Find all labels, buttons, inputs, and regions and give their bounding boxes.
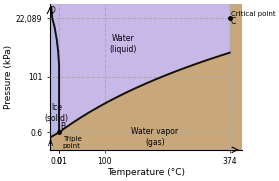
Text: Water vapor
(gas): Water vapor (gas) <box>131 127 179 147</box>
Text: Triple
point: Triple point <box>63 136 81 149</box>
Text: Critical point: Critical point <box>232 11 276 17</box>
X-axis label: Temperature (°C): Temperature (°C) <box>107 168 185 177</box>
Text: Water
(liquid): Water (liquid) <box>109 34 137 54</box>
Text: B: B <box>60 122 65 131</box>
Polygon shape <box>50 4 59 150</box>
Polygon shape <box>51 4 230 132</box>
Text: Ice
(solid): Ice (solid) <box>44 103 68 123</box>
Text: C: C <box>230 17 236 26</box>
Text: D: D <box>49 6 55 15</box>
Y-axis label: Pressure (kPa): Pressure (kPa) <box>4 45 13 109</box>
Text: A: A <box>48 139 53 148</box>
